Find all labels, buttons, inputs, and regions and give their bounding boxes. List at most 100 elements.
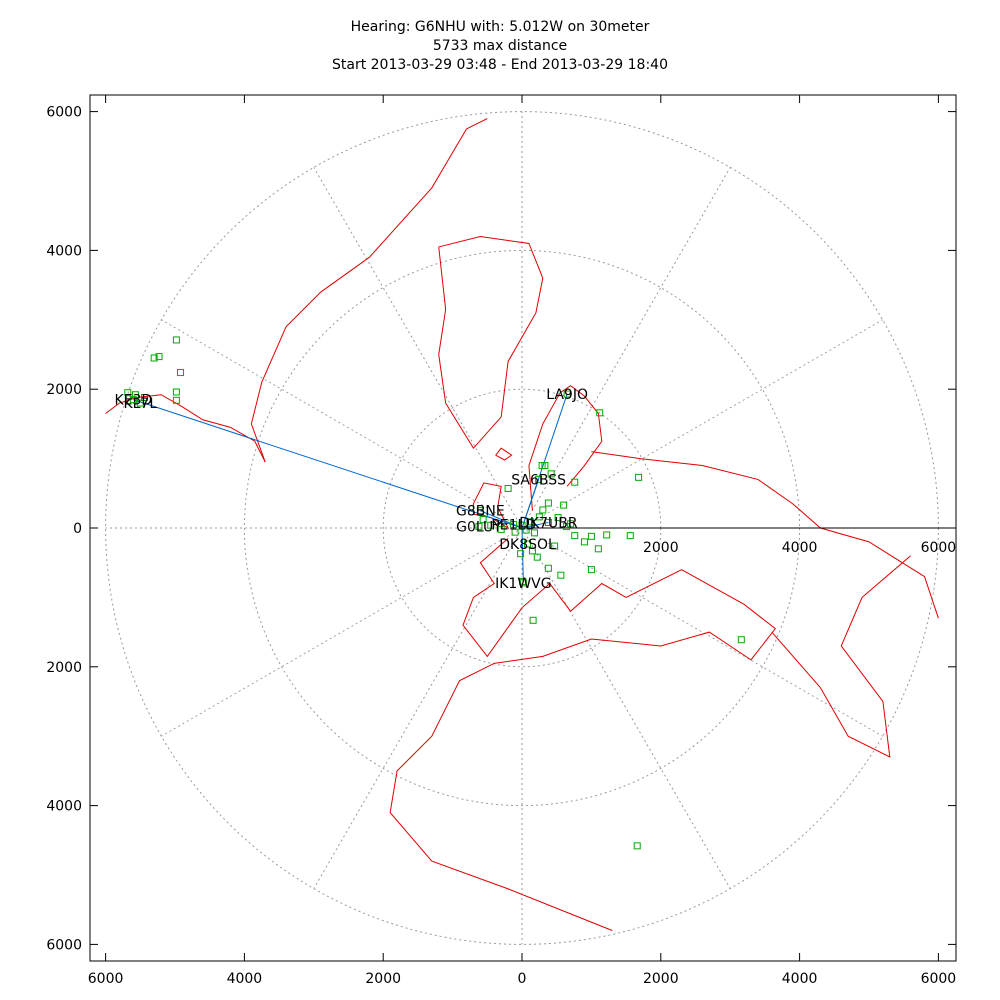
y-tick-label: 6000 bbox=[46, 105, 82, 121]
x-tick-label: 2000 bbox=[365, 971, 401, 987]
station-marker bbox=[544, 499, 552, 507]
station-marker bbox=[533, 553, 541, 561]
uk-ireland bbox=[472, 482, 510, 530]
station-marker bbox=[551, 542, 559, 550]
station-marker bbox=[511, 528, 519, 536]
station-marker bbox=[596, 409, 604, 417]
spoke-210 bbox=[313, 527, 523, 889]
station-marker bbox=[603, 531, 611, 539]
station-marker bbox=[557, 571, 565, 579]
axes: 6000 6000 4000 4000 2000 2000 0 0 2000 2000 4000 40… bbox=[46, 94, 957, 987]
station-marker bbox=[479, 516, 487, 524]
station-marker bbox=[635, 473, 643, 481]
propagation-paths bbox=[133, 393, 568, 583]
station-label-sa6bss: SA6BSS bbox=[511, 472, 566, 488]
station-marker bbox=[497, 525, 505, 533]
y-tick-label: 0 bbox=[73, 521, 82, 537]
station-marker bbox=[529, 616, 537, 624]
x-tick-label: 4000 bbox=[782, 971, 818, 987]
station-marker bbox=[535, 513, 543, 521]
station-marker-g0luy bbox=[475, 523, 483, 531]
station-marker bbox=[626, 532, 634, 540]
station-marker bbox=[633, 842, 641, 850]
iceland bbox=[495, 447, 513, 461]
station-marker bbox=[177, 369, 185, 377]
station-marker bbox=[539, 506, 547, 514]
station-marker bbox=[530, 529, 538, 537]
y-tick-label: 6000 bbox=[46, 937, 82, 953]
station-marker bbox=[172, 336, 180, 344]
path-to-g8bne bbox=[480, 510, 523, 529]
station-marker bbox=[155, 353, 163, 361]
canada-arctic-coast bbox=[250, 118, 488, 463]
station-marker bbox=[528, 547, 536, 555]
inner-axis-label: 4000 bbox=[782, 540, 818, 556]
station-marker bbox=[547, 470, 555, 478]
station-label-la9jo: LA9JO bbox=[546, 387, 588, 403]
station-marker-dk7ubr bbox=[544, 518, 552, 526]
station-marker bbox=[150, 354, 158, 362]
station-label-kl7l: KL7L bbox=[123, 396, 157, 412]
arabia-africa-east bbox=[771, 555, 911, 758]
station-label-pe1ld: PE1LD bbox=[491, 518, 536, 534]
station-marker bbox=[504, 484, 512, 492]
station-marker bbox=[522, 526, 530, 534]
y-tick-label: 4000 bbox=[46, 243, 82, 259]
station-marker bbox=[172, 388, 180, 396]
station-marker bbox=[172, 396, 180, 404]
x-tick-label: 2000 bbox=[643, 971, 679, 987]
station-marker bbox=[124, 389, 132, 397]
inner-axis-label: 6000 bbox=[921, 540, 957, 556]
station-marker bbox=[487, 521, 495, 529]
station-marker bbox=[562, 523, 570, 531]
chart-title-line-3: Start 2013-03-29 03:48 - End 2013-03-29 … bbox=[332, 57, 668, 73]
station-label-ik1wvg: IK1WVG bbox=[495, 576, 552, 592]
station-label-dk7ubr: DK7UBR bbox=[519, 515, 578, 531]
station-marker bbox=[517, 550, 525, 558]
y-tick-label: 2000 bbox=[46, 382, 82, 398]
europe-coast bbox=[389, 538, 777, 931]
asia-coast bbox=[591, 451, 939, 619]
chart-title-line-1: Hearing: G6NHU with: 5.012W on 30meter bbox=[350, 19, 650, 35]
station-marker-kl7l bbox=[136, 399, 144, 407]
station-label-g8bne: G8BNE bbox=[456, 504, 505, 520]
station-marker-g8bne bbox=[476, 507, 484, 515]
station-marker-pe1ld bbox=[510, 521, 518, 529]
spoke-330 bbox=[313, 167, 523, 529]
station-marker bbox=[594, 545, 602, 553]
station-marker bbox=[737, 636, 745, 644]
station-label-dk8sol: DK8SOL bbox=[499, 537, 556, 553]
station-marker bbox=[587, 532, 595, 540]
path-to-ke3d bbox=[133, 399, 523, 529]
station-marker bbox=[554, 514, 562, 522]
station-marker bbox=[519, 577, 527, 585]
station-marker bbox=[538, 462, 546, 470]
world-map-outline bbox=[105, 118, 939, 931]
scandinavia bbox=[528, 385, 603, 511]
inner-axis-label: 2000 bbox=[643, 540, 679, 556]
station-marker bbox=[580, 538, 588, 546]
station-markers bbox=[124, 336, 745, 850]
station-marker bbox=[544, 564, 552, 572]
station-label-g0luy: G0LUY bbox=[456, 520, 502, 536]
station-marker-dk8sol bbox=[524, 540, 532, 548]
station-marker bbox=[140, 394, 148, 402]
x-tick-label: 6000 bbox=[921, 971, 957, 987]
x-tick-label: 6000 bbox=[88, 971, 124, 987]
station-marker bbox=[526, 518, 534, 526]
station-marker bbox=[571, 532, 579, 540]
spoke-150 bbox=[521, 527, 731, 889]
station-label-ke3d: KE3D bbox=[115, 393, 153, 409]
station-marker-la9jo bbox=[563, 390, 571, 398]
station-marker bbox=[518, 521, 526, 529]
y-tick-label: 4000 bbox=[46, 799, 82, 815]
greenland bbox=[438, 236, 544, 450]
station-marker bbox=[560, 501, 568, 509]
x-tick-label: 0 bbox=[518, 971, 527, 987]
x-tick-label: 4000 bbox=[227, 971, 263, 987]
y-tick-label: 2000 bbox=[46, 660, 82, 676]
chart-title-line-2: 5733 max distance bbox=[432, 38, 568, 54]
station-marker-ke3d bbox=[129, 396, 137, 404]
